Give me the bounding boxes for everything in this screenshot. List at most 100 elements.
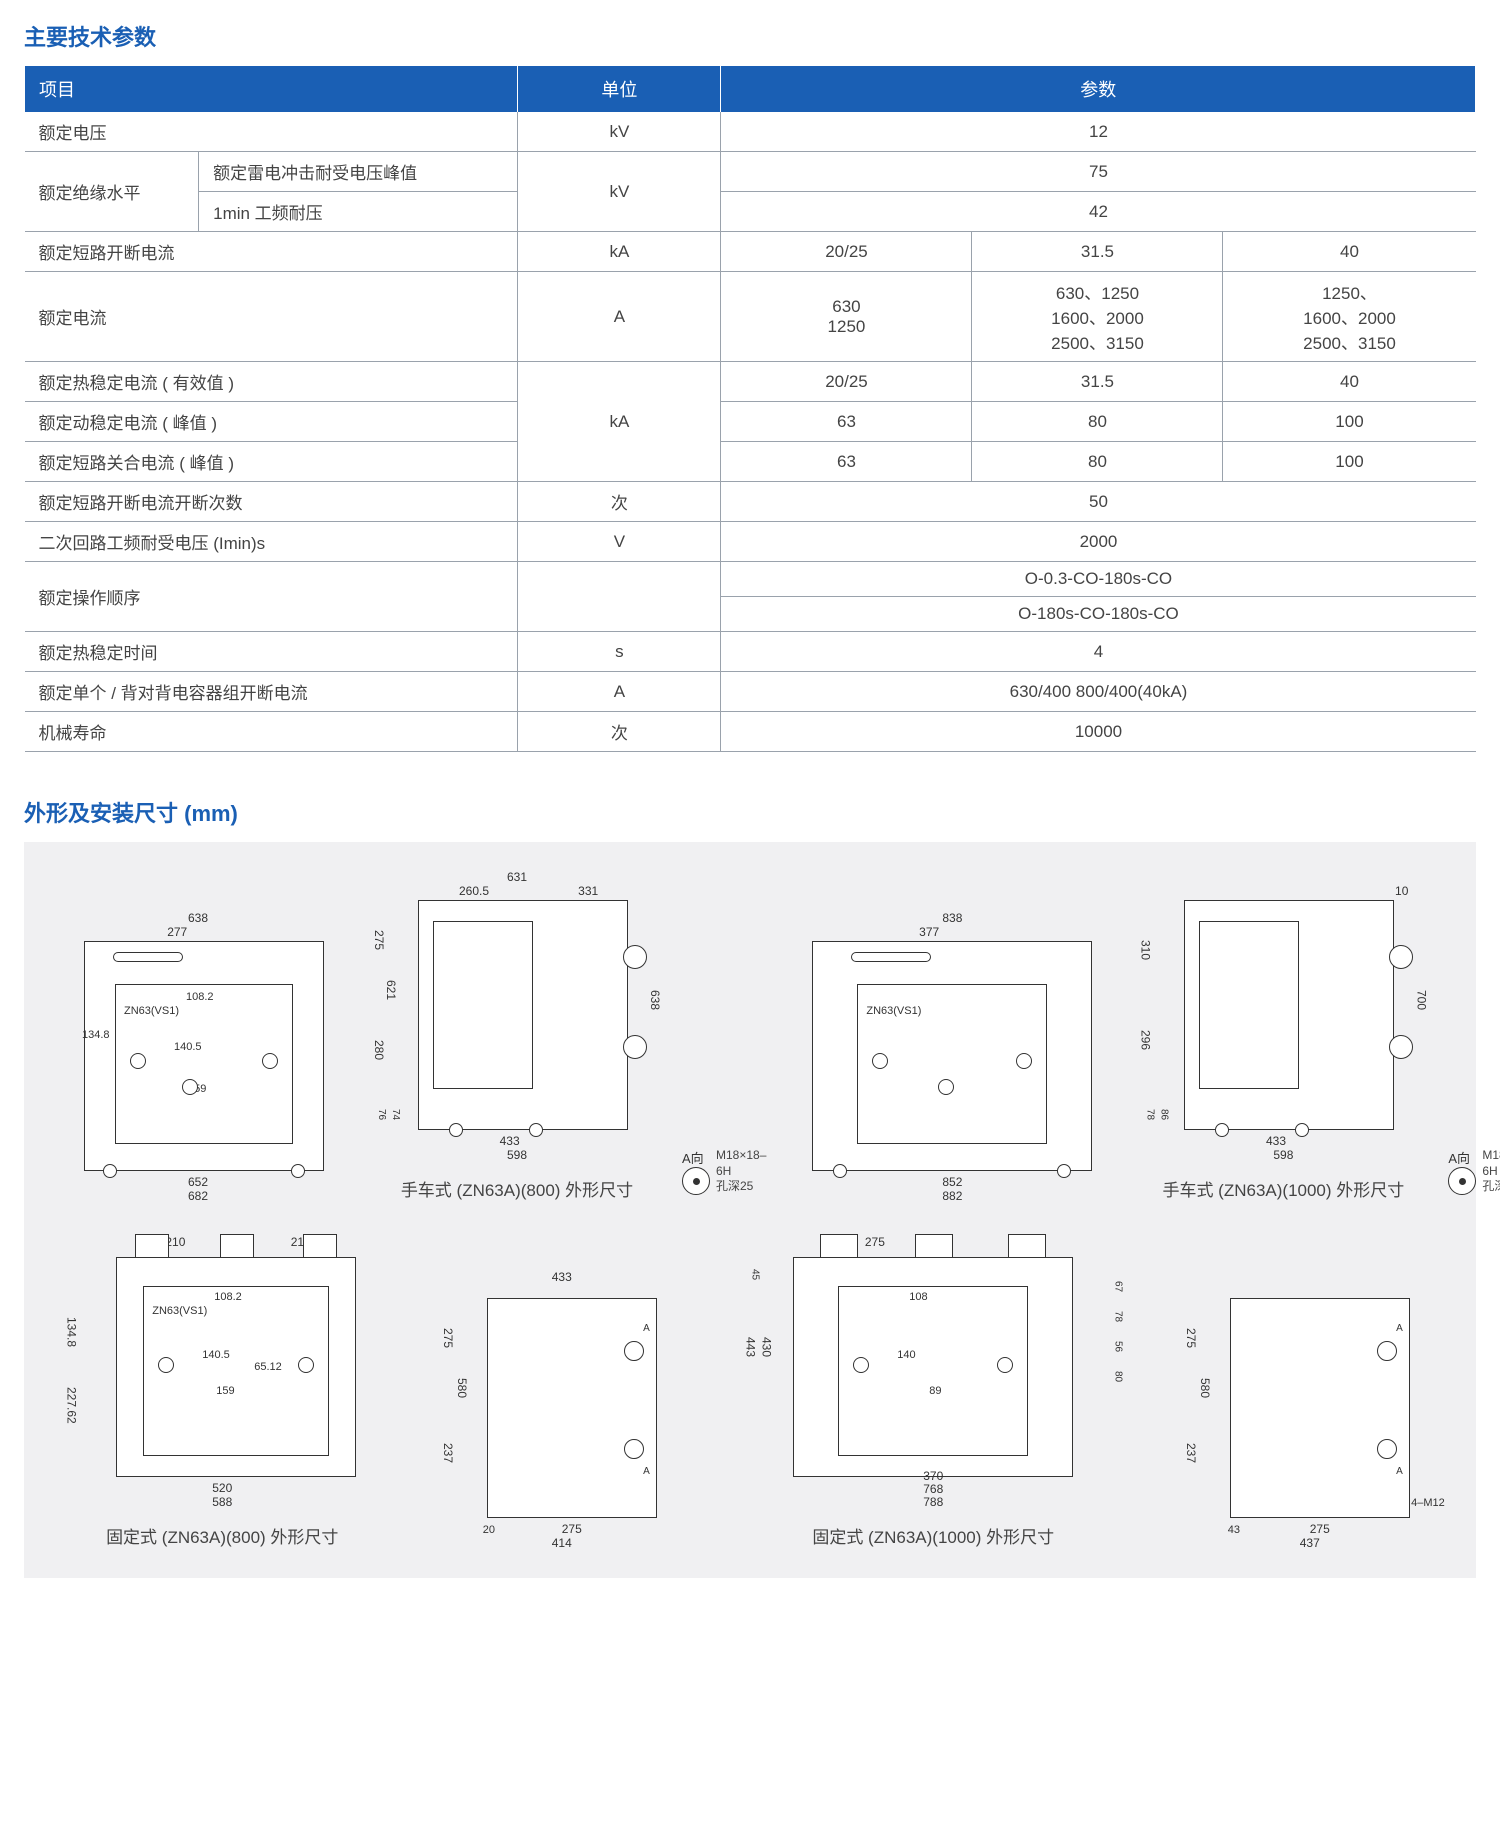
dim-label: 437 <box>1300 1536 1320 1550</box>
cell-value: 75 <box>721 152 1476 192</box>
cell-c2: 630、1250 1600、2000 2500、3150 <box>972 272 1223 362</box>
dim-label: 76 <box>376 1109 387 1120</box>
cell-unit: kA <box>518 232 721 272</box>
dims-section-title: 外形及安装尺寸 (mm) <box>24 796 1476 828</box>
row-sc-making: 额定短路关合电流 ( 峰值 ) 63 80 100 <box>25 442 1476 482</box>
cell-c1: 20/25 <box>721 362 972 402</box>
cell-label: 额定单个 / 背对背电容器组开断电流 <box>25 672 518 712</box>
cell-unit: s <box>518 632 721 672</box>
cell-c2: 31.5 <box>972 362 1223 402</box>
dim-label: 140.5 <box>202 1349 230 1361</box>
dim-label: 140.5 <box>174 1041 202 1053</box>
cell-c2: 80 <box>972 442 1223 482</box>
spec-section-title: 主要技术参数 <box>24 20 1476 52</box>
cell-value: O-0.3-CO-180s-CO <box>721 562 1476 597</box>
cell-label: 额定操作顺序 <box>25 562 518 632</box>
drawing-row-1: 638 277 ZN63(VS1) 108.2 134.8 140.5 159 <box>44 870 1456 1201</box>
dim-label: 275 <box>1310 1522 1330 1536</box>
dim-label: 80 <box>1112 1371 1123 1382</box>
dim-label: 414 <box>552 1536 572 1550</box>
th-item: 项目 <box>25 66 518 112</box>
product-label: ZN63(VS1) <box>866 1005 921 1017</box>
cell-unit: A <box>518 672 721 712</box>
dim-label: 275 <box>441 1328 455 1348</box>
a-view-note: A向 M18×18–6H 孔深25 <box>682 1148 766 1195</box>
row-pf1min: 1min 工频耐压 42 <box>25 192 1476 232</box>
spec-table: 项目 单位 参数 额定电压 kV 12 额定绝缘水平 额定雷电冲击耐受电压峰值 … <box>24 66 1476 752</box>
row-rated-current: 额定电流 A 630 1250 630、1250 1600、2000 2500、… <box>25 272 1476 362</box>
cell-value: 42 <box>721 192 1476 232</box>
cell-label: 额定短路关合电流 ( 峰值 ) <box>25 442 518 482</box>
dim-label: 652 <box>188 1175 208 1189</box>
cell-label: 二次回路工频耐受电压 (Imin)s <box>25 522 518 562</box>
cell-label: 额定短路开断电流 <box>25 232 518 272</box>
row-lightning: 额定绝缘水平 额定雷电冲击耐受电压峰值 kV 75 <box>25 152 1476 192</box>
cell-label: 1min 工频耐压 <box>199 192 518 232</box>
dim-label: 788 <box>923 1495 943 1509</box>
dim-label: 260.5 <box>459 884 489 898</box>
cell-unit <box>518 562 721 632</box>
dim-label: 682 <box>188 1189 208 1203</box>
cell-unit: kV <box>518 112 721 152</box>
row-rated-voltage: 额定电压 kV 12 <box>25 112 1476 152</box>
dim-label: 227.62 <box>64 1387 78 1424</box>
dim-label: 56 <box>1112 1341 1123 1352</box>
dim-label: 331 <box>578 884 598 898</box>
dim-label: 10 <box>1395 884 1408 898</box>
cell-label: 额定动稳定电流 ( 峰值 ) <box>25 402 518 442</box>
cell-c3: 40 <box>1223 362 1476 402</box>
drawing-trolley-800-side: 631 260.5 331 275 621 280 76 74 6 <box>372 870 662 1201</box>
thread-note: M18×18–6H 孔深25 <box>1482 1148 1500 1195</box>
row-sc-break-ops: 额定短路开断电流开断次数 次 50 <box>25 482 1476 522</box>
cell-value: O-180s-CO-180s-CO <box>721 597 1476 632</box>
cell-label: 额定热稳定时间 <box>25 632 518 672</box>
dim-label: 588 <box>212 1495 232 1509</box>
dim-label: 433 <box>552 1270 572 1284</box>
cell-value: 10000 <box>721 712 1476 752</box>
drawings-panel: 638 277 ZN63(VS1) 108.2 134.8 140.5 159 <box>24 842 1476 1578</box>
cell-label: 额定电压 <box>25 112 518 152</box>
aview-label: A向 <box>682 1148 710 1167</box>
cell-c1: 630 1250 <box>721 272 972 362</box>
cell-unit: 次 <box>518 712 721 752</box>
dim-label: 838 <box>942 911 962 925</box>
target-icon <box>1448 1167 1476 1195</box>
cell-label: 额定雷电冲击耐受电压峰值 <box>199 152 518 192</box>
row-sc-breaking: 额定短路开断电流 kA 20/25 31.5 40 <box>25 232 1476 272</box>
a-mark: A <box>643 1466 650 1477</box>
dim-label: 89 <box>929 1385 941 1397</box>
dim-label: 430 <box>759 1337 773 1357</box>
dim-label: 882 <box>942 1189 962 1203</box>
a-mark: A <box>1396 1323 1403 1334</box>
dim-label: 768 <box>923 1482 943 1496</box>
cell-unit: kV <box>518 152 721 232</box>
row-secondary: 二次回路工频耐受电压 (Imin)s V 2000 <box>25 522 1476 562</box>
cell-label: 额定电流 <box>25 272 518 362</box>
target-icon <box>682 1167 710 1195</box>
cell-value: 50 <box>721 482 1476 522</box>
row-opseq1: 额定操作顺序 O-0.3-CO-180s-CO <box>25 562 1476 597</box>
dim-label: 580 <box>455 1378 469 1398</box>
cell-label: 额定热稳定电流 ( 有效值 ) <box>25 362 518 402</box>
a-mark: A <box>1396 1466 1403 1477</box>
drawing-trolley-1000-side: 10 310 296 78 86 700 433 598 <box>1138 870 1428 1201</box>
row-mech-life: 机械寿命 次 10000 <box>25 712 1476 752</box>
dim-label: 277 <box>167 925 187 939</box>
dim-label: 20 <box>483 1524 495 1536</box>
aview-label: A向 <box>1448 1148 1476 1167</box>
dim-label: 296 <box>1138 1030 1152 1050</box>
a-view-note: A向 M18×18–6H 孔深25 <box>1448 1148 1500 1195</box>
row-dynamic: 额定动稳定电流 ( 峰值 ) 63 80 100 <box>25 402 1476 442</box>
product-label: ZN63(VS1) <box>124 1005 179 1017</box>
drawing-trolley-1000-front: 838 377 ZN63(VS1) 852 88 <box>786 911 1118 1201</box>
dim-label: 74 <box>390 1109 401 1120</box>
drawing-trolley-800-front: 638 277 ZN63(VS1) 108.2 134.8 140.5 159 <box>44 911 352 1201</box>
dim-label: 237 <box>441 1443 455 1463</box>
cell-c1: 63 <box>721 402 972 442</box>
dim-label: 134.8 <box>82 1029 110 1041</box>
dim-label: 43 <box>1228 1524 1240 1536</box>
dim-label: 638 <box>188 911 208 925</box>
cell-c3: 40 <box>1223 232 1476 272</box>
table-header-row: 项目 单位 参数 <box>25 66 1476 112</box>
cell-value: 4 <box>721 632 1476 672</box>
